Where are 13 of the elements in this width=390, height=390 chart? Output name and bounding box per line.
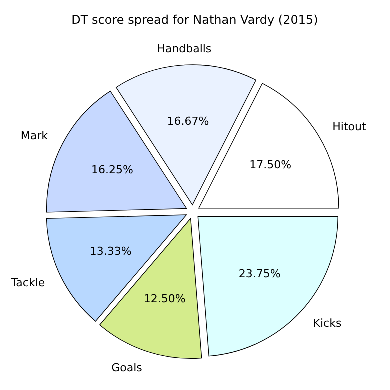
slice-label: Handballs [157,42,212,56]
chart-title: DT score spread for Nathan Vardy (2015) [72,13,318,27]
slice-label: Tackle [10,276,46,290]
data-label: 13.33% [90,245,132,258]
data-label: 12.50% [144,292,186,306]
data-label: 23.75% [238,268,281,281]
slice-label: Kicks [313,317,342,330]
data-label: 16.67% [167,114,210,128]
slice-label: Mark [20,130,49,143]
slice-label: Goals [112,362,143,375]
data-label: 17.50% [250,158,292,172]
slice-label: Hitout [332,120,368,134]
data-label: 16.25% [91,163,134,176]
